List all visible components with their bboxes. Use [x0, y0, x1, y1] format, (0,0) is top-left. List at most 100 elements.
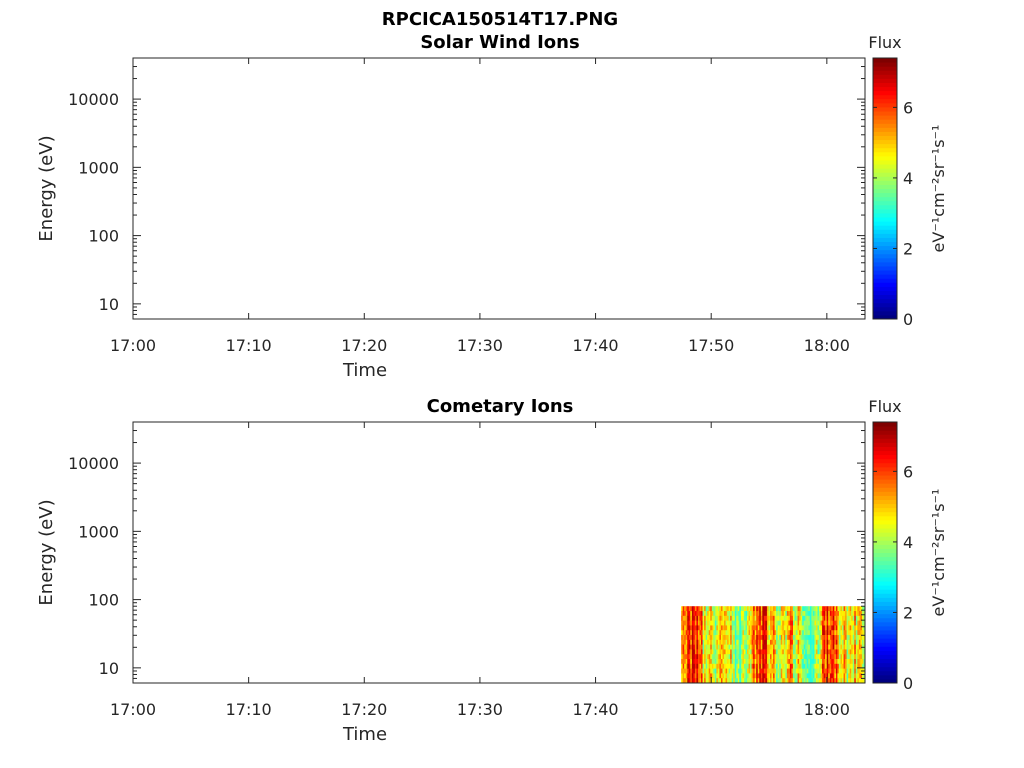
heatmap-cell: [750, 663, 753, 669]
heatmap-cell: [705, 639, 708, 646]
heatmap-cell: [771, 611, 774, 617]
heatmap-cell: [805, 630, 808, 636]
heatmap-cell: [725, 644, 728, 650]
colorbar-segment: [873, 678, 897, 684]
heatmap-cell: [851, 654, 854, 660]
heatmap-cell: [809, 668, 812, 674]
heatmap-cell: [760, 659, 763, 665]
heatmap-cell: [848, 630, 851, 636]
heatmap-cell: [805, 659, 808, 665]
heatmap-cell: [788, 630, 791, 636]
heatmap-cell: [846, 654, 849, 660]
x-tick-label: 17:20: [341, 336, 387, 355]
heatmap-cell: [722, 649, 725, 655]
heatmap-cell: [765, 615, 768, 622]
heatmap-cell: [855, 644, 858, 650]
heatmap-cell: [863, 649, 866, 655]
heatmap-cell: [724, 649, 726, 655]
heatmap-cell: [782, 663, 785, 669]
heatmap-cell: [788, 678, 791, 684]
heatmap-cell: [785, 615, 788, 622]
heatmap-cell: [788, 625, 791, 631]
heatmap-cell: [688, 606, 691, 612]
colorbar-segment: [873, 585, 897, 590]
heatmap-cell: [797, 635, 800, 641]
heatmap-cell: [855, 668, 858, 674]
heatmap-cell: [776, 663, 779, 669]
colorbar-segment: [873, 519, 897, 525]
heatmap-cell: [808, 625, 811, 631]
heatmap-cell: [796, 615, 798, 622]
heatmap-cell: [843, 654, 846, 660]
heatmap-cell: [696, 630, 699, 636]
heatmap-cell: [823, 649, 826, 655]
heatmap-cell: [756, 620, 759, 626]
heatmap-cell: [743, 668, 746, 674]
heatmap-cell: [756, 639, 759, 646]
colorbar-segment: [873, 74, 897, 79]
heatmap-cell: [696, 673, 699, 679]
figure-title: RPCICA150514T17.PNG: [382, 9, 618, 30]
heatmap-cell: [702, 654, 705, 660]
heatmap-cell: [762, 630, 765, 636]
heatmap-cell: [716, 615, 719, 622]
heatmap-cell: [710, 620, 713, 626]
heatmap-cell: [826, 663, 829, 669]
heatmap-cell: [809, 663, 812, 669]
heatmap-cell: [704, 615, 707, 622]
heatmap-cell: [696, 635, 699, 641]
x-tick-label: 17:30: [457, 336, 503, 355]
heatmap-cell: [770, 606, 772, 612]
heatmap-cell: [848, 644, 851, 650]
heatmap-cells: [681, 606, 866, 684]
heatmap-cell: [791, 606, 794, 612]
heatmap-cell: [849, 635, 852, 641]
heatmap-cell: [691, 635, 694, 641]
heatmap-cell: [828, 649, 831, 655]
heatmap-cell: [707, 659, 710, 665]
heatmap-cell: [765, 654, 768, 660]
heatmap-cell: [771, 620, 774, 626]
heatmap-cell: [724, 663, 726, 669]
heatmap-cell: [835, 678, 838, 684]
heatmap-cell: [757, 678, 760, 684]
heatmap-cell: [682, 654, 685, 660]
heatmap-cell: [829, 615, 832, 622]
heatmap-cell: [759, 649, 762, 655]
heatmap-cell: [747, 635, 749, 641]
heatmap-cell: [796, 606, 798, 612]
x-tick-label: 17:40: [573, 700, 619, 719]
colorbar-segment: [873, 609, 897, 615]
heatmap-cell: [684, 644, 687, 650]
heatmap-cell: [762, 644, 765, 650]
heatmap-cell: [684, 649, 687, 655]
heatmap-cell: [800, 606, 803, 612]
heatmap-cell: [708, 639, 711, 646]
heatmap-cell: [702, 644, 705, 650]
heatmap-cell: [817, 615, 820, 622]
heatmap-cell: [794, 644, 797, 650]
heatmap-cell: [697, 625, 700, 631]
heatmap-cell: [786, 644, 789, 650]
heatmap-cell: [733, 625, 736, 631]
heatmap-cell: [734, 663, 737, 669]
heatmap-cell: [759, 620, 762, 626]
heatmap-cell: [699, 611, 702, 617]
heatmap-cell: [757, 639, 760, 646]
heatmap-cell: [846, 639, 849, 646]
heatmap-cell: [713, 615, 716, 622]
heatmap-cell: [757, 649, 760, 655]
heatmap-cell: [759, 644, 762, 650]
heatmap-cell: [694, 606, 697, 612]
heatmap-cell: [776, 639, 779, 646]
heatmap-cell: [848, 659, 851, 665]
heatmap-cell: [766, 615, 769, 622]
heatmap-cell: [739, 630, 742, 636]
heatmap-cell: [796, 659, 798, 665]
heatmap-cell: [750, 635, 753, 641]
heatmap-cell: [854, 635, 857, 641]
heatmap-cell: [805, 644, 808, 650]
heatmap-cell: [794, 668, 797, 674]
heatmap-cell: [731, 635, 734, 641]
